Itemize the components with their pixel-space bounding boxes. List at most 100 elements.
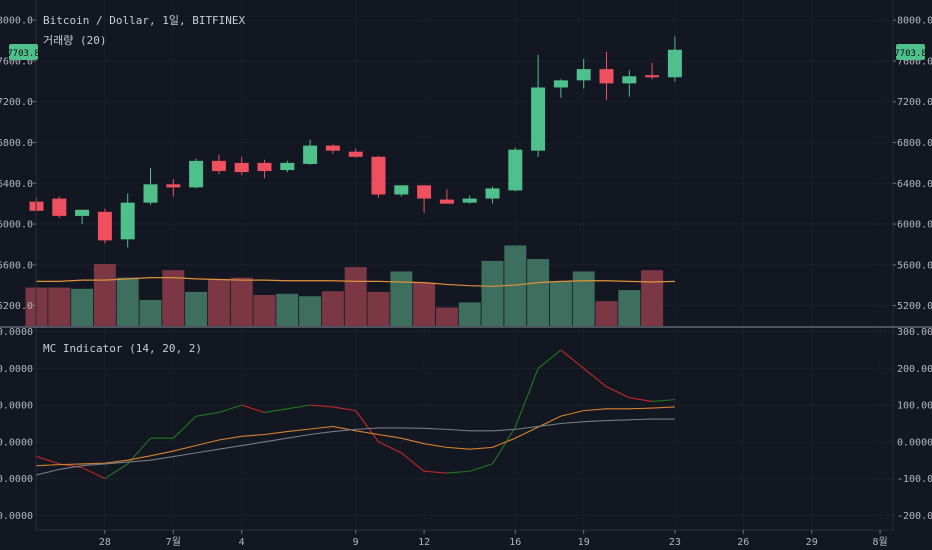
candle-body [622, 76, 637, 84]
mc-main-segment [104, 463, 128, 480]
price-tick-label-left: 6000.0 [0, 220, 33, 231]
candle-body [257, 162, 272, 172]
volume-bar [139, 299, 162, 326]
volume-bar [572, 271, 595, 326]
price-tick-label-right: 5200.0 [897, 301, 932, 312]
time-tick-label: 29 [806, 537, 818, 548]
volume-bar [207, 278, 230, 326]
candle-body [52, 198, 67, 216]
candle [462, 195, 477, 204]
candle-body [211, 160, 226, 172]
candle-body [189, 160, 204, 188]
price-candles[interactable] [29, 36, 682, 248]
volume-bar [48, 287, 71, 326]
mc-main-segment [81, 467, 106, 480]
candle-body [508, 149, 523, 191]
mc-tick-label-right: -100.0000 [897, 474, 932, 485]
volume-bar [185, 291, 208, 326]
volume-bar [253, 295, 276, 326]
mc-main-segment [36, 456, 60, 465]
last-price-label-left: 7703.8 [7, 49, 40, 59]
candle [348, 148, 363, 158]
candle-body [439, 199, 454, 204]
mc-signal-line [36, 406, 675, 467]
candle [234, 156, 249, 176]
mc-main-segment [629, 397, 653, 402]
candle [439, 189, 454, 204]
candle-body [599, 69, 614, 84]
chart-title: Bitcoin / Dollar, 1일, BITFINEX [43, 13, 246, 27]
volume-bar [390, 271, 413, 326]
volume-bar [458, 302, 481, 326]
price-tick-label-left: 7200.0 [0, 97, 33, 108]
candle-body [645, 75, 660, 78]
mc-main-segment [560, 349, 585, 369]
candle-body [417, 185, 432, 199]
candle-body [576, 69, 591, 81]
mc-main-segment [332, 406, 356, 412]
candle [52, 196, 67, 218]
mc-main-segment [355, 410, 379, 443]
volume-bar [413, 282, 436, 326]
candle-body [120, 202, 135, 240]
mc-tick-label-left: 300.0000 [0, 327, 33, 338]
mc-main-segment [378, 441, 402, 454]
mc-main-segment [583, 367, 607, 388]
mc-tick-label-right: 100.0000 [897, 401, 932, 412]
volume-bar [504, 245, 527, 326]
price-tick-label-left: 5200.0 [0, 301, 33, 312]
candle [211, 154, 226, 175]
volume-bar [299, 296, 322, 326]
mc-main-segment [287, 404, 311, 410]
candle [75, 209, 90, 225]
candle-body [97, 211, 112, 241]
mc-main-segment [492, 426, 516, 465]
candle [325, 144, 340, 154]
mc-main-segment [424, 470, 447, 474]
candle-body [371, 156, 386, 195]
time-tick-label: 28 [99, 537, 111, 548]
candle [485, 186, 500, 204]
volume-bar [71, 288, 94, 326]
candle-body [348, 151, 363, 157]
candle [166, 179, 181, 197]
candle [120, 193, 135, 248]
candle [97, 208, 112, 244]
indicator-legend: MC Indicator (14, 20, 2) [43, 342, 202, 355]
price-tick-label-right: 6800.0 [897, 138, 932, 149]
price-tick-label-left: 5600.0 [0, 260, 33, 271]
mc-tick-label-right: -200.0000 [897, 511, 932, 522]
last-price-tag-left: 7703.8 [7, 44, 40, 60]
volume-bar [276, 293, 299, 326]
candle [143, 168, 158, 205]
mc-main-segment [310, 404, 333, 408]
last-price-label-right: 7703.8 [894, 49, 927, 59]
mc-main-segment [514, 368, 539, 428]
candle [531, 54, 546, 157]
candle [394, 185, 409, 197]
price-tick-label-right: 5600.0 [897, 260, 932, 271]
volume-bar [549, 281, 572, 326]
time-tick-label: 4 [239, 537, 245, 548]
volume-bar [618, 290, 641, 326]
candle-body [75, 209, 90, 216]
mc-main-segment [606, 386, 630, 399]
candle [371, 155, 386, 198]
mc-main-segment [400, 452, 425, 472]
candle [417, 185, 432, 213]
candle-body [143, 184, 158, 203]
price-tick-label-right: 6400.0 [897, 179, 932, 190]
volume-bar [162, 270, 185, 326]
candle-body [485, 188, 500, 199]
price-tick-label-left: 6800.0 [0, 138, 33, 149]
volume-bar [527, 259, 550, 326]
mc-tick-label-left: -200.0000 [0, 511, 33, 522]
mc-tick-label-right: 300.0000 [897, 327, 932, 338]
price-tick-label-right: 8000.0 [897, 16, 932, 27]
candle [553, 79, 568, 98]
mc-main-segment [264, 408, 288, 414]
volume-ma-polyline [36, 277, 675, 287]
volume-bar [230, 277, 253, 326]
